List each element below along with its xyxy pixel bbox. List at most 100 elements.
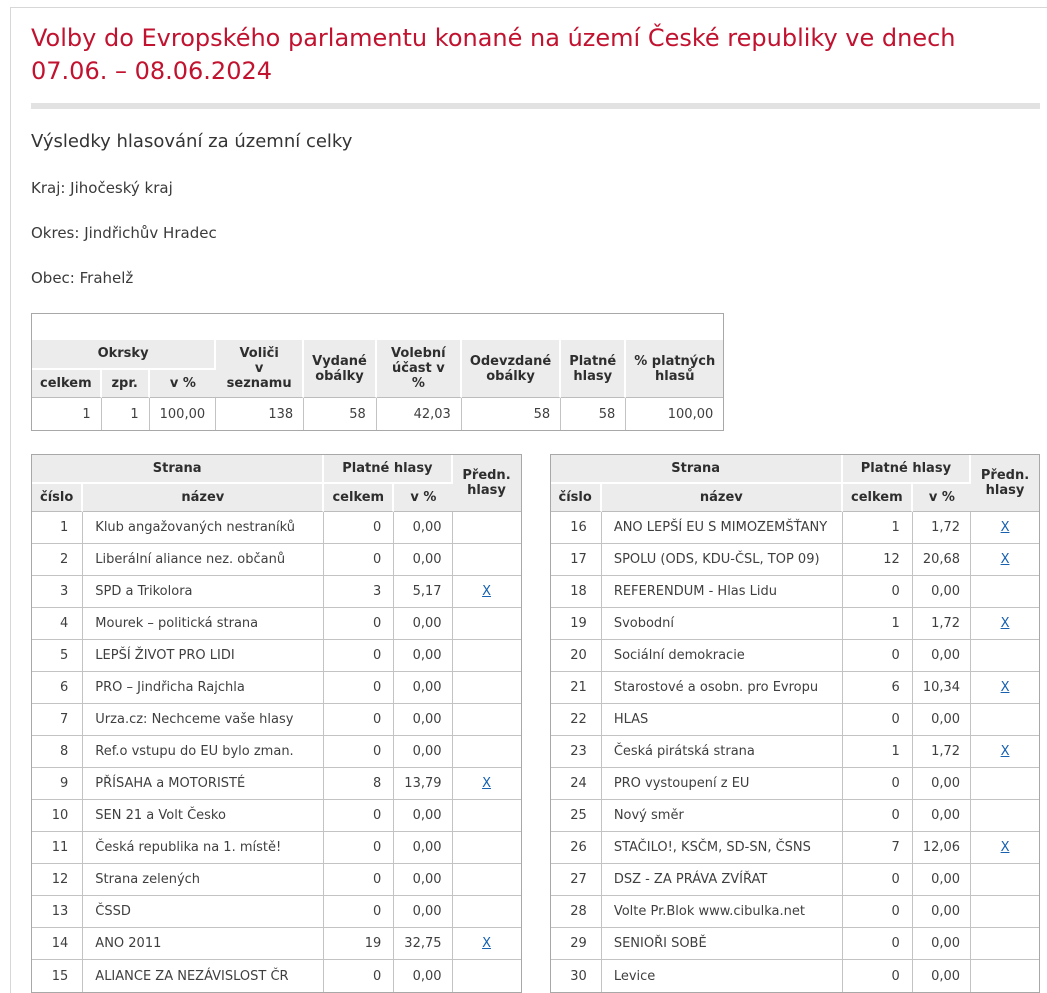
preferential-votes-link[interactable]: X xyxy=(482,776,491,791)
party-votes-cell: 0 xyxy=(842,928,913,960)
party-name-cell: SPD a Trikolora xyxy=(83,576,325,608)
party-results-area: Strana Platné hlasy Předn. hlasy číslo n… xyxy=(31,454,1047,993)
party-name-cell: ALIANCE ZA NEZÁVISLOST ČR xyxy=(83,960,325,992)
party-percent-cell: 0,00 xyxy=(394,896,453,928)
party-number-cell: 11 xyxy=(32,832,84,864)
party-votes-cell: 0 xyxy=(324,704,395,736)
party-name-cell: LEPŠÍ ŽIVOT PRO LIDI xyxy=(83,640,325,672)
party-votes-cell: 7 xyxy=(842,832,913,864)
header-nazev: název xyxy=(83,484,325,512)
party-votes-cell: 0 xyxy=(324,544,395,576)
party-table-left: Strana Platné hlasy Předn. hlasy číslo n… xyxy=(31,454,522,993)
party-row: 8 Ref.o vstupu do EU bylo zman. 0 0,00 xyxy=(32,736,521,768)
party-number-cell: 6 xyxy=(32,672,84,704)
party-name-cell: Klub angažovaných nestraníků xyxy=(83,512,325,544)
party-percent-cell: 0,00 xyxy=(912,864,972,896)
preferential-votes-cell: X xyxy=(971,608,1040,640)
party-number-cell: 21 xyxy=(550,672,602,704)
party-row: 2 Liberální aliance nez. občanů 0 0,00 xyxy=(32,544,521,576)
preferential-votes-link[interactable]: X xyxy=(482,584,491,599)
party-number-cell: 24 xyxy=(550,768,602,800)
preferential-votes-cell: X xyxy=(971,544,1040,576)
party-name-cell: SENIOŘI SOBĚ xyxy=(601,928,843,960)
party-number-cell: 22 xyxy=(550,704,602,736)
header-vydane-obalky: Vydané obálky xyxy=(304,340,377,398)
party-number-cell: 14 xyxy=(32,928,84,960)
header-vpct: v % xyxy=(394,484,453,512)
party-votes-cell: 0 xyxy=(324,672,395,704)
preferential-votes-cell: X xyxy=(452,768,521,800)
header-cislo: číslo xyxy=(32,484,84,512)
value-vydane-obalky: 58 xyxy=(304,398,377,430)
preferential-votes-cell xyxy=(452,672,521,704)
party-row: 16 ANO LEPŠÍ EU S MIMOZEMŠŤANY 1 1,72 X xyxy=(550,512,1040,544)
party-percent-cell: 0,00 xyxy=(394,544,453,576)
preferential-votes-link[interactable]: X xyxy=(1000,680,1010,695)
party-number-cell: 20 xyxy=(550,640,602,672)
party-name-cell: Mourek – politická strana xyxy=(83,608,325,640)
party-row: 17 SPOLU (ODS, KDU-ČSL, TOP 09) 12 20,68 X xyxy=(550,544,1040,576)
party-percent-cell: 0,00 xyxy=(394,960,453,992)
preferential-votes-cell xyxy=(452,512,521,544)
header-okrsky-vpct: v % xyxy=(149,369,217,398)
header-okrsky-celkem: celkem xyxy=(32,369,102,398)
party-name-cell: Strana zelených xyxy=(83,864,325,896)
value-okrsky-celkem: 1 xyxy=(32,398,102,430)
preferential-votes-cell xyxy=(452,960,521,992)
party-row: 19 Svobodní 1 1,72 X xyxy=(550,608,1040,640)
preferential-votes-link[interactable]: X xyxy=(1000,552,1010,567)
party-row: 22 HLAS 0 0,00 xyxy=(550,704,1040,736)
party-percent-cell: 0,00 xyxy=(394,736,453,768)
preferential-votes-cell xyxy=(971,800,1040,832)
party-percent-cell: 0,00 xyxy=(912,896,972,928)
value-volebni-ucast: 42,03 xyxy=(376,398,462,430)
preferential-votes-cell: X xyxy=(971,832,1040,864)
party-name-cell: Starostové a osobn. pro Evropu xyxy=(601,672,843,704)
party-name-cell: DSZ - ZA PRÁVA ZVÍŘAT xyxy=(601,864,843,896)
turnout-summary-table: Okrsky Voliči v seznamu Vydané obálky Vo… xyxy=(31,313,725,431)
party-row: 23 Česká pirátská strana 1 1,72 X xyxy=(550,736,1040,768)
party-number-cell: 17 xyxy=(550,544,602,576)
preferential-votes-cell xyxy=(971,704,1040,736)
party-percent-cell: 0,00 xyxy=(912,640,972,672)
party-percent-cell: 12,06 xyxy=(912,832,972,864)
party-row: 11 Česká republika na 1. místě! 0 0,00 xyxy=(32,832,521,864)
party-row: 1 Klub angažovaných nestraníků 0 0,00 xyxy=(32,512,521,544)
party-votes-cell: 19 xyxy=(324,928,395,960)
party-votes-cell: 0 xyxy=(324,864,395,896)
party-row: 28 Volte Pr.Blok www.cibulka.net 0 0,00 xyxy=(550,896,1040,928)
preferential-votes-link[interactable]: X xyxy=(1000,744,1010,759)
preferential-votes-cell xyxy=(971,864,1040,896)
party-percent-cell: 0,00 xyxy=(912,960,972,992)
party-percent-cell: 0,00 xyxy=(394,832,453,864)
party-votes-cell: 0 xyxy=(842,576,913,608)
party-name-cell: PRO vystoupení z EU xyxy=(601,768,843,800)
party-votes-cell: 0 xyxy=(842,704,913,736)
party-number-cell: 28 xyxy=(550,896,602,928)
preferential-votes-cell xyxy=(971,640,1040,672)
value-okrsky-zpr: 1 xyxy=(101,398,150,430)
preferential-votes-link[interactable]: X xyxy=(1000,616,1010,631)
header-nazev: název xyxy=(601,484,843,512)
party-row: 29 SENIOŘI SOBĚ 0 0,00 xyxy=(550,928,1040,960)
preferential-votes-link[interactable]: X xyxy=(1000,840,1010,855)
party-number-cell: 7 xyxy=(32,704,84,736)
party-row: 14 ANO 2011 19 32,75 X xyxy=(32,928,521,960)
preferential-votes-cell xyxy=(452,640,521,672)
value-platne-hlasy: 58 xyxy=(561,398,627,430)
title-divider xyxy=(31,103,1040,109)
party-name-cell: ANO 2011 xyxy=(83,928,325,960)
party-votes-cell: 0 xyxy=(842,768,913,800)
party-name-cell: SEN 21 a Volt Česko xyxy=(83,800,325,832)
preferential-votes-cell xyxy=(971,896,1040,928)
party-name-cell: Svobodní xyxy=(601,608,843,640)
preferential-votes-link[interactable]: X xyxy=(1000,520,1010,535)
value-pct-platnych: 100,00 xyxy=(626,398,724,430)
header-platne-hlasy: Platné hlasy xyxy=(561,340,627,398)
party-percent-cell: 0,00 xyxy=(912,704,972,736)
preferential-votes-cell xyxy=(452,864,521,896)
party-name-cell: PRO – Jindřicha Rajchla xyxy=(83,672,325,704)
preferential-votes-link[interactable]: X xyxy=(482,936,491,951)
party-name-cell: Levice xyxy=(601,960,843,992)
party-row: 15 ALIANCE ZA NEZÁVISLOST ČR 0 0,00 xyxy=(32,960,521,992)
